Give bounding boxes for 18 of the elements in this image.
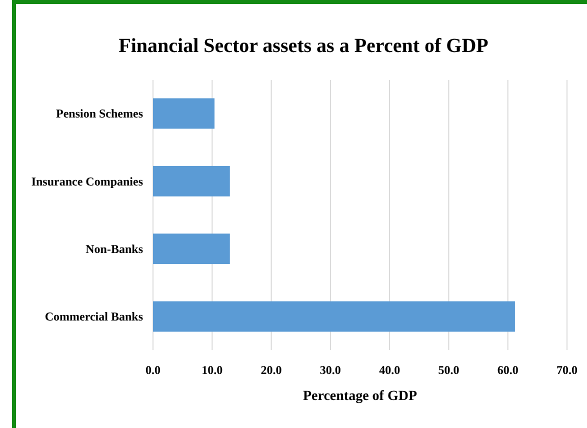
x-tick-label: 60.0 — [497, 363, 518, 377]
y-tick-label: Commercial Banks — [44, 310, 144, 324]
x-tick-label: 10.0 — [202, 363, 223, 377]
x-tick-label: 50.0 — [438, 363, 460, 377]
bar — [153, 98, 215, 129]
x-tick-label: 70.0 — [556, 363, 578, 377]
x-tick-label: 30.0 — [320, 363, 341, 377]
x-axis-title: Percentage of GDP — [302, 389, 418, 404]
y-tick-label: Non-Banks — [86, 242, 144, 256]
x-tick-label: 40.0 — [379, 363, 400, 377]
y-tick-label: Insurance Companies — [31, 174, 144, 188]
x-tick-label: 20.0 — [260, 363, 282, 377]
bar — [153, 234, 230, 264]
bar — [153, 301, 515, 332]
y-tick-label: Pension Schemes — [56, 106, 144, 121]
x-tick-label: 0.0 — [146, 363, 160, 377]
chart-title: Financial Sector assets as a Percent of GDP — [118, 35, 488, 57]
bar — [153, 166, 230, 196]
